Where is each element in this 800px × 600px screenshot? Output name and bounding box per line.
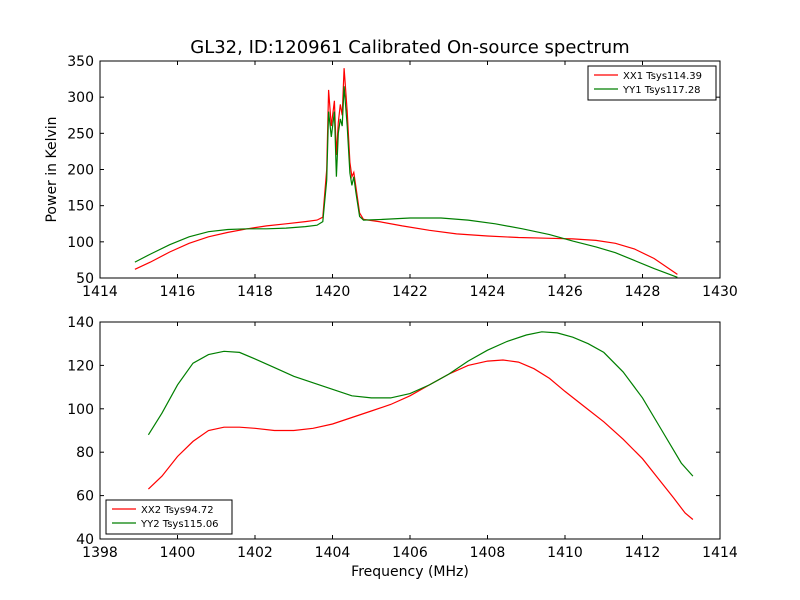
- legend-label: YY1 Tsys117.28: [622, 85, 701, 96]
- x-tick-label: 1406: [392, 545, 428, 561]
- series-line-2: [134, 86, 678, 278]
- y-tick-label: 40: [76, 532, 94, 548]
- top-panel: 1414 1416 1418 1420 1422 1424 1426 1428 1430 50 10…: [44, 54, 738, 300]
- x-tick-label: 1398: [82, 545, 118, 561]
- x-tick-label: 1428: [625, 284, 661, 300]
- x-tick-label: 1410: [547, 545, 583, 561]
- x-tick-label: 1412: [625, 545, 661, 561]
- y-tick-label: 100: [67, 235, 94, 251]
- legend-label: YY2 Tsys115.06: [140, 519, 219, 530]
- x-tick-label: 1414: [702, 545, 738, 561]
- x-tick-label: 1420: [315, 284, 351, 300]
- y-tick-label: 100: [67, 402, 94, 418]
- legend-box: [587, 65, 717, 101]
- x-tick-label: 1402: [237, 545, 273, 561]
- y-tick-label: 80: [76, 445, 94, 461]
- series-line-2: [147, 331, 694, 477]
- y-tick-label: 120: [67, 358, 94, 374]
- legend-box: [105, 499, 233, 535]
- legend-label: XX2 Tsys94.72: [141, 505, 214, 516]
- bottom-panel: 1398 1400 1402 1404 1406 1408 1410 1412 1414 40 60…: [67, 315, 738, 580]
- x-tick-label: 1426: [547, 284, 583, 300]
- x-tick-label: 1418: [237, 284, 273, 300]
- series-line-1: [134, 68, 678, 275]
- x-tick-label: 1416: [160, 284, 196, 300]
- x-tick-label: 1430: [702, 284, 738, 300]
- y-tick-label: 200: [67, 163, 94, 179]
- y-tick-label: 350: [67, 54, 94, 70]
- x-tick-label: 1400: [160, 545, 196, 561]
- x-tick-label: 1404: [315, 545, 351, 561]
- y-tick-label: 250: [67, 126, 94, 142]
- y-tick-label: 140: [67, 315, 94, 331]
- x-tick-label: 1424: [470, 284, 506, 300]
- chart-title: GL32, ID:120961 Calibrated On-source spe…: [190, 37, 629, 58]
- legend-label: XX1 Tsys114.39: [623, 71, 702, 82]
- y-tick-label: 60: [76, 489, 94, 505]
- x-tick-label: 1414: [82, 284, 118, 300]
- y-tick-label: 50: [76, 271, 94, 287]
- y-tick-label: 300: [67, 90, 94, 106]
- y-tick-label: 150: [67, 199, 94, 215]
- x-tick-label: 1422: [392, 284, 428, 300]
- series-line-1: [147, 359, 694, 520]
- x-axis-label: Frequency (MHz): [351, 564, 469, 580]
- x-tick-label: 1408: [470, 545, 506, 561]
- y-axis-label: Power in Kelvin: [44, 116, 60, 222]
